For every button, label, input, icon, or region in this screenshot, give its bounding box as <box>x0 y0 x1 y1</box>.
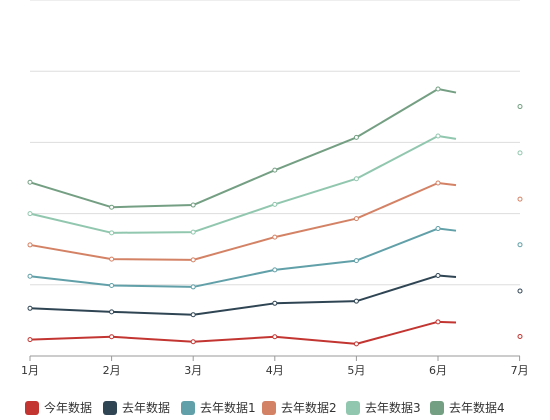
data-point[interactable] <box>435 226 441 232</box>
legend-swatch <box>346 401 360 415</box>
legend-item[interactable]: 去年数据1 <box>181 400 256 415</box>
series-end-marker[interactable] <box>517 334 523 340</box>
data-point[interactable] <box>353 134 359 140</box>
legend-label: 去年数据 <box>122 400 170 415</box>
x-tick-label: 4月 <box>266 364 284 377</box>
legend-label: 今年数据 <box>44 400 92 415</box>
legend[interactable]: 今年数据 去年数据 去年数据1 去年数据2 去年数据3 去年数据4 <box>25 400 505 415</box>
x-tick-label: 3月 <box>184 364 202 377</box>
series-end-marker[interactable] <box>517 288 523 294</box>
data-point[interactable] <box>353 341 359 347</box>
data-point[interactable] <box>435 133 441 139</box>
legend-item[interactable]: 去年数据3 <box>346 400 421 415</box>
data-point[interactable] <box>190 202 196 208</box>
x-tick-label: 2月 <box>103 364 121 377</box>
series-line <box>29 227 457 288</box>
series-line <box>29 274 457 316</box>
data-point[interactable] <box>27 211 33 217</box>
data-point[interactable] <box>272 201 278 207</box>
series-line <box>29 320 457 345</box>
data-point[interactable] <box>272 234 278 240</box>
data-point[interactable] <box>190 312 196 318</box>
data-point[interactable] <box>353 216 359 222</box>
series-end-markers <box>517 104 523 340</box>
legend-swatch <box>103 401 117 415</box>
data-point[interactable] <box>190 284 196 290</box>
x-tick-label: 5月 <box>347 364 365 377</box>
x-tick-label: 7月 <box>511 364 529 377</box>
data-point[interactable] <box>109 283 115 289</box>
data-point[interactable] <box>109 309 115 315</box>
data-point[interactable] <box>190 229 196 235</box>
data-point[interactable] <box>27 337 33 343</box>
legend-swatch <box>25 401 39 415</box>
legend-label: 去年数据4 <box>449 400 505 415</box>
series-end-marker[interactable] <box>517 150 523 156</box>
legend-item[interactable]: 去年数据4 <box>430 400 505 415</box>
data-point[interactable] <box>272 334 278 340</box>
series-line <box>29 181 457 261</box>
data-point[interactable] <box>272 167 278 173</box>
data-point[interactable] <box>435 180 441 186</box>
data-point[interactable] <box>435 319 441 325</box>
data-point[interactable] <box>272 267 278 273</box>
data-point[interactable] <box>353 298 359 304</box>
data-point[interactable] <box>27 242 33 248</box>
data-point[interactable] <box>353 176 359 182</box>
data-point[interactable] <box>109 256 115 262</box>
data-point[interactable] <box>27 305 33 311</box>
data-point[interactable] <box>435 86 441 92</box>
data-point[interactable] <box>109 334 115 340</box>
data-point[interactable] <box>190 339 196 345</box>
data-point[interactable] <box>27 179 33 185</box>
series-end-marker[interactable] <box>517 104 523 110</box>
x-tick-label: 1月 <box>21 364 39 377</box>
legend-item[interactable]: 今年数据 <box>25 400 92 415</box>
series-end-marker[interactable] <box>517 196 523 202</box>
legend-swatch <box>262 401 276 415</box>
data-point[interactable] <box>272 300 278 306</box>
legend-label: 去年数据2 <box>281 400 337 415</box>
legend-item[interactable]: 去年数据2 <box>262 400 337 415</box>
x-axis: 1月 2月 3月 4月 5月 6月 7月 <box>21 356 529 377</box>
series-end-marker[interactable] <box>517 242 523 248</box>
legend-label: 去年数据1 <box>200 400 256 415</box>
data-point[interactable] <box>109 230 115 236</box>
legend-label: 去年数据3 <box>365 400 421 415</box>
legend-swatch <box>181 401 195 415</box>
data-point[interactable] <box>435 273 441 279</box>
data-point[interactable] <box>109 204 115 210</box>
legend-swatch <box>430 401 444 415</box>
data-point[interactable] <box>27 273 33 279</box>
series-line <box>29 88 457 209</box>
data-point[interactable] <box>353 258 359 264</box>
legend-item[interactable]: 去年数据 <box>103 400 170 415</box>
series-lines <box>27 86 457 347</box>
x-tick-label: 6月 <box>429 364 447 377</box>
data-point[interactable] <box>190 257 196 263</box>
